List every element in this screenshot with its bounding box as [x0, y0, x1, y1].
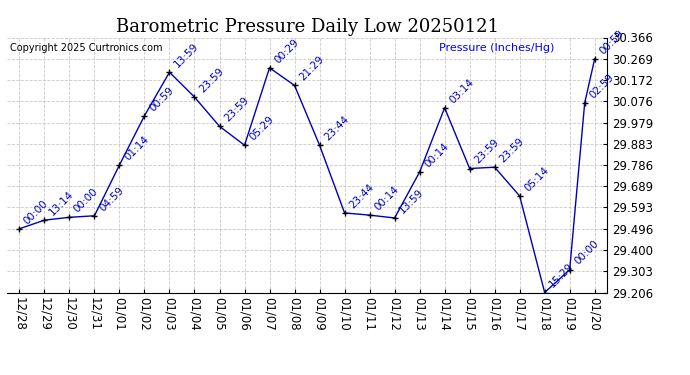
- Text: 05:14: 05:14: [522, 165, 551, 193]
- Text: 23:59: 23:59: [197, 66, 226, 94]
- Text: 00:00: 00:00: [22, 198, 50, 226]
- Text: 13:59: 13:59: [397, 187, 426, 215]
- Text: 00:59: 00:59: [598, 28, 626, 56]
- Text: 01:14: 01:14: [122, 134, 150, 162]
- Text: 00:29: 00:29: [273, 37, 301, 65]
- Text: 23:59: 23:59: [222, 95, 250, 123]
- Text: 15:29: 15:29: [547, 261, 576, 290]
- Text: 13:14: 13:14: [47, 189, 76, 217]
- Text: 23:59: 23:59: [497, 136, 526, 164]
- Title: Barometric Pressure Daily Low 20250121: Barometric Pressure Daily Low 20250121: [115, 18, 499, 36]
- Text: 13:59: 13:59: [172, 41, 201, 69]
- Text: 02:59: 02:59: [587, 72, 615, 100]
- Text: 23:44: 23:44: [322, 114, 351, 142]
- Text: 00:59: 00:59: [147, 85, 175, 113]
- Text: 21:29: 21:29: [297, 54, 326, 82]
- Text: Pressure (Inches/Hg): Pressure (Inches/Hg): [439, 43, 555, 52]
- Text: 03:14: 03:14: [447, 77, 475, 105]
- Text: 23:59: 23:59: [473, 137, 501, 166]
- Text: 23:44: 23:44: [347, 182, 376, 210]
- Text: 00:14: 00:14: [373, 184, 401, 212]
- Text: 00:00: 00:00: [72, 186, 100, 214]
- Text: 00:14: 00:14: [422, 141, 451, 169]
- Text: 04:59: 04:59: [97, 185, 126, 213]
- Text: 00:00: 00:00: [573, 239, 600, 267]
- Text: 05:29: 05:29: [247, 114, 275, 142]
- Text: Copyright 2025 Curtronics.com: Copyright 2025 Curtronics.com: [10, 43, 162, 52]
